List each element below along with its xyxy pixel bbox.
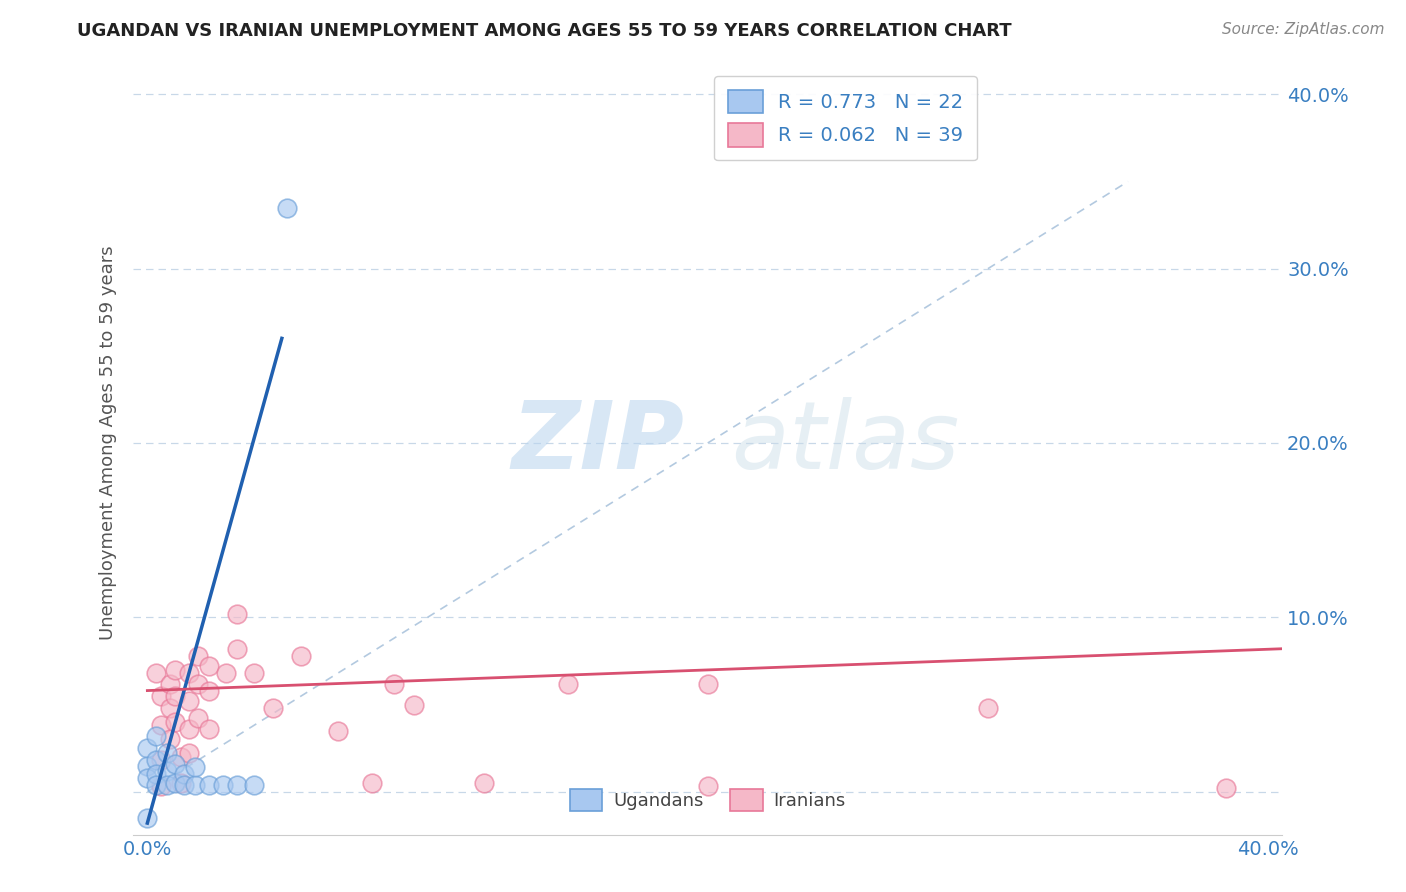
Point [159, 676, 181, 690]
Point [170, 749, 193, 764]
Point [212, 778, 235, 792]
Point [276, 201, 298, 215]
Point [243, 778, 266, 792]
Point [290, 648, 312, 663]
Point [187, 648, 209, 663]
Text: Source: ZipAtlas.com: Source: ZipAtlas.com [1222, 22, 1385, 37]
Point [179, 694, 201, 708]
Point [184, 778, 207, 792]
Point [150, 780, 173, 794]
Point [187, 676, 209, 690]
Point [472, 776, 495, 790]
Point [136, 811, 159, 825]
Point [173, 767, 195, 781]
Point [179, 747, 201, 761]
Point [226, 641, 249, 656]
Point [262, 701, 284, 715]
Point [156, 747, 179, 761]
Point [156, 764, 179, 778]
Point [215, 666, 238, 681]
Point [173, 778, 195, 792]
Point [145, 753, 167, 767]
Point [402, 698, 425, 712]
Point [326, 723, 349, 738]
Point [145, 666, 167, 681]
Point [696, 780, 718, 794]
Point [382, 676, 405, 690]
Point [165, 756, 187, 771]
Point [156, 778, 179, 792]
Legend: Ugandans, Iranians: Ugandans, Iranians [562, 782, 853, 819]
Point [165, 663, 187, 677]
Point [165, 776, 187, 790]
Point [150, 689, 173, 703]
Point [360, 776, 382, 790]
Point [136, 741, 159, 756]
Point [150, 753, 173, 767]
Y-axis label: Unemployment Among Ages 55 to 59 years: Unemployment Among Ages 55 to 59 years [100, 245, 117, 640]
Point [977, 701, 1000, 715]
Point [170, 776, 193, 790]
Text: UGANDAN VS IRANIAN UNEMPLOYMENT AMONG AGES 55 TO 59 YEARS CORRELATION CHART: UGANDAN VS IRANIAN UNEMPLOYMENT AMONG AG… [77, 22, 1012, 40]
Point [198, 683, 221, 698]
Text: ZIP: ZIP [512, 397, 685, 489]
Point [187, 711, 209, 725]
Point [145, 767, 167, 781]
Point [165, 714, 187, 729]
Point [557, 676, 579, 690]
Text: atlas: atlas [731, 398, 959, 489]
Point [159, 732, 181, 747]
Point [198, 778, 221, 792]
Point [136, 771, 159, 785]
Point [696, 676, 718, 690]
Point [165, 689, 187, 703]
Point [159, 701, 181, 715]
Point [150, 718, 173, 732]
Point [1215, 781, 1237, 796]
Point [136, 758, 159, 772]
Point [184, 760, 207, 774]
Point [145, 729, 167, 743]
Point [198, 659, 221, 673]
Point [179, 722, 201, 736]
Point [179, 666, 201, 681]
Point [198, 722, 221, 736]
Point [145, 778, 167, 792]
Point [226, 607, 249, 621]
Point [226, 778, 249, 792]
Point [243, 666, 266, 681]
